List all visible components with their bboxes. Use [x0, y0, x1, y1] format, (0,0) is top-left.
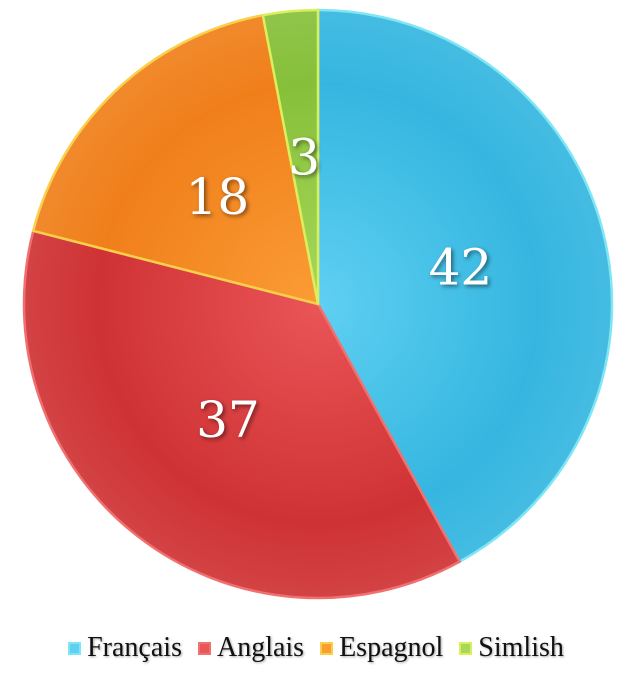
data-label: 42	[429, 238, 493, 296]
legend-item: Français	[68, 632, 182, 664]
legend-item: Anglais	[197, 632, 305, 664]
legend-swatch	[320, 641, 334, 655]
legend-label: Anglais	[216, 632, 305, 663]
legend-swatch	[197, 641, 211, 655]
pie-slice-espagnol	[31, 13, 320, 306]
legend-item: Espagnol	[320, 632, 443, 664]
data-label: 37	[196, 391, 260, 449]
data-label: 18	[186, 168, 250, 226]
legend-swatch	[459, 641, 473, 655]
legend: Français Anglais Espagnol Simlish	[0, 632, 632, 664]
legend-item: Simlish	[459, 632, 564, 664]
legend-label: Espagnol	[339, 632, 444, 663]
legend-label: Français	[87, 632, 182, 663]
pie-chart: 42 37 18 3	[22, 8, 614, 600]
legend-swatch	[68, 641, 82, 655]
pie-slice-simlish	[261, 8, 320, 305]
data-label: 3	[288, 129, 320, 187]
legend-label: Simlish	[478, 632, 564, 663]
pie-slice-franais	[316, 8, 614, 564]
pie-slice-anglais	[22, 229, 462, 600]
